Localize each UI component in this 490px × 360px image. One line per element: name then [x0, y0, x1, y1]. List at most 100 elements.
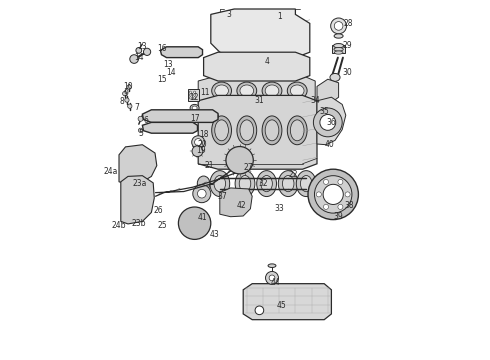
Circle shape [239, 199, 245, 204]
Ellipse shape [269, 68, 282, 80]
Circle shape [194, 94, 196, 96]
Circle shape [193, 185, 211, 203]
Text: 16: 16 [157, 44, 167, 53]
Circle shape [125, 98, 129, 102]
Circle shape [255, 306, 264, 315]
Circle shape [323, 204, 328, 210]
Text: 22: 22 [289, 170, 298, 179]
Text: 3: 3 [226, 10, 231, 19]
Ellipse shape [165, 112, 172, 120]
Text: 24b: 24b [111, 220, 125, 230]
Polygon shape [143, 122, 197, 133]
Text: 44: 44 [271, 278, 281, 287]
Polygon shape [243, 284, 331, 320]
Circle shape [323, 184, 343, 204]
Circle shape [189, 91, 192, 93]
Text: 7: 7 [135, 103, 140, 112]
Circle shape [331, 18, 346, 34]
Polygon shape [143, 110, 218, 122]
Ellipse shape [265, 59, 280, 74]
Ellipse shape [246, 63, 254, 70]
Circle shape [194, 91, 196, 93]
Ellipse shape [240, 120, 254, 141]
Circle shape [197, 189, 206, 198]
Circle shape [138, 116, 143, 121]
Circle shape [184, 212, 205, 234]
Text: 1: 1 [277, 12, 282, 21]
Circle shape [334, 22, 343, 30]
Text: 14: 14 [134, 53, 144, 62]
Ellipse shape [278, 171, 298, 197]
Text: 37: 37 [218, 192, 227, 201]
Ellipse shape [334, 48, 343, 51]
Circle shape [192, 136, 205, 149]
Text: 8: 8 [120, 97, 124, 106]
Circle shape [130, 55, 139, 63]
Text: 17: 17 [191, 114, 200, 123]
Ellipse shape [294, 71, 300, 77]
Circle shape [133, 197, 142, 205]
Ellipse shape [196, 49, 201, 55]
Ellipse shape [195, 112, 201, 120]
Text: 38: 38 [344, 201, 354, 210]
Ellipse shape [214, 113, 219, 119]
Ellipse shape [265, 120, 279, 141]
Ellipse shape [240, 85, 254, 96]
Text: 39: 39 [334, 212, 343, 220]
Circle shape [221, 193, 239, 211]
Ellipse shape [290, 63, 297, 70]
Circle shape [192, 146, 203, 157]
Ellipse shape [229, 71, 236, 77]
Ellipse shape [262, 116, 282, 145]
Circle shape [220, 12, 226, 17]
Text: 5: 5 [138, 129, 143, 138]
Circle shape [178, 207, 211, 239]
Text: 27: 27 [244, 163, 253, 172]
Text: 35: 35 [319, 107, 329, 116]
Text: 4: 4 [264, 57, 269, 66]
Ellipse shape [214, 176, 225, 192]
Circle shape [189, 97, 192, 99]
Polygon shape [211, 9, 310, 58]
Circle shape [189, 94, 192, 96]
Text: 20: 20 [197, 140, 207, 149]
Ellipse shape [291, 85, 304, 96]
Ellipse shape [268, 264, 276, 267]
Ellipse shape [300, 176, 312, 192]
Circle shape [264, 12, 270, 17]
Text: 29: 29 [343, 41, 352, 50]
Polygon shape [317, 97, 346, 145]
Text: 33: 33 [274, 204, 284, 213]
Ellipse shape [212, 116, 231, 145]
Circle shape [308, 169, 358, 220]
Text: 40: 40 [325, 140, 335, 149]
Ellipse shape [261, 176, 272, 192]
Ellipse shape [286, 59, 301, 74]
Ellipse shape [186, 49, 191, 55]
Text: 15: 15 [157, 75, 167, 84]
Ellipse shape [287, 82, 307, 99]
Circle shape [226, 147, 253, 174]
Text: 18: 18 [199, 130, 208, 139]
Ellipse shape [209, 112, 216, 120]
Text: 30: 30 [343, 68, 352, 77]
Circle shape [285, 12, 291, 17]
Text: 34: 34 [310, 96, 320, 105]
Circle shape [122, 91, 127, 96]
Ellipse shape [262, 82, 282, 99]
Ellipse shape [212, 82, 231, 99]
Text: 13: 13 [163, 60, 172, 69]
Ellipse shape [150, 112, 156, 120]
Ellipse shape [225, 68, 239, 80]
Circle shape [242, 12, 248, 17]
Circle shape [314, 108, 342, 137]
Circle shape [338, 179, 343, 184]
Ellipse shape [221, 59, 236, 74]
Ellipse shape [225, 63, 233, 70]
Circle shape [235, 194, 249, 209]
Text: 28: 28 [344, 19, 353, 28]
Text: 36: 36 [326, 118, 336, 127]
Text: 6: 6 [144, 116, 148, 125]
Ellipse shape [265, 85, 279, 96]
Circle shape [315, 176, 352, 213]
